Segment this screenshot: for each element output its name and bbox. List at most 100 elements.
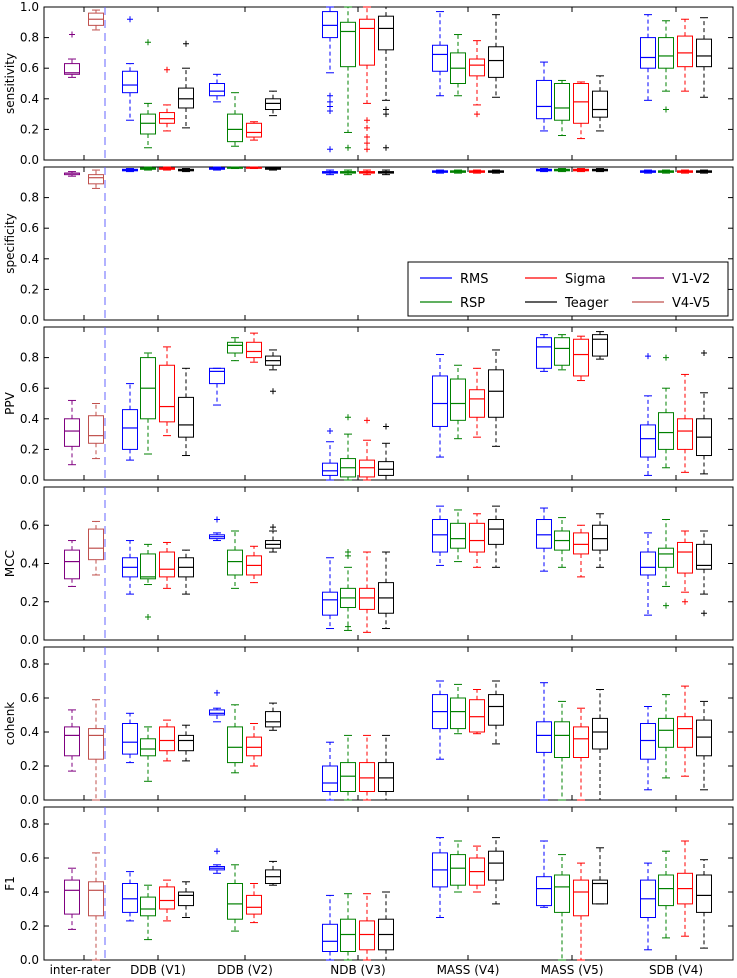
x-tick-label: inter-rater [50,963,111,977]
y-tick-label: 0.6 [20,851,39,865]
box-rsp-ndb-v3- [340,169,356,176]
box-iqr [159,551,175,578]
y-tick-label: 0.8 [20,817,39,831]
box-sigma-mass-v4- [469,40,485,118]
box-teager-ndb-v3- [378,423,394,481]
box-iqr [640,551,656,576]
box-teager-ndb-v3- [378,891,394,961]
y-tick-label: 0.0 [20,633,39,647]
box-rms-ndb-v3- [322,894,338,961]
box-rms-ndb-v3- [322,741,338,801]
box-teager-mass-v4- [488,169,504,174]
box-iqr [140,738,156,757]
box-rms-mass-v5- [536,334,552,372]
box-iqr [246,341,262,359]
box-iqr [573,532,589,555]
box-sigma-ddb-v1- [159,879,175,922]
box-iqr [265,98,281,111]
box-iqr [227,549,243,576]
box-rsp-mass-v5- [554,700,570,801]
panel-frame [43,646,734,801]
box-sigma-mass-v4- [469,689,485,735]
outlier-marker [701,610,707,617]
panel-frame [43,166,734,321]
box-sigma-ddb-v2- [246,332,262,363]
box-rms-mass-v5- [536,168,552,173]
y-tick-label: 0.2 [20,595,39,609]
box-iqr [322,765,338,792]
box-iqr [488,694,504,726]
box-rsp-mass-v5- [554,79,570,137]
box-rsp-sdb-v4- [658,850,674,939]
outlier-marker [364,140,370,147]
box-sigma-mass-v4- [469,367,485,438]
box-sigma-ndb-v3- [359,551,375,633]
box-rms-ddb-v1- [122,168,138,173]
box-sigma-ndb-v3- [359,734,375,801]
box-iqr [696,874,712,913]
box-rsp-mass-v4- [450,509,466,563]
box-rsp-mass-v5- [554,517,570,568]
box-rsp-ndb-v3- [340,734,356,801]
y-tick-label: 1.0 [20,0,39,14]
box-iqr [658,547,674,568]
box-rsp-ddb-v1- [140,726,156,782]
y-tick-label: 0.4 [20,725,39,739]
outlier-marker [127,16,133,23]
x-tick-label: DDB (V1) [130,963,186,977]
box-iqr [696,543,712,570]
outlier-marker [270,524,276,531]
box-iqr [159,112,175,124]
box-iqr [246,736,262,757]
box-sigma-ddb-v2- [246,166,262,170]
box-v4-v5-inter-rater [88,9,104,31]
box-rsp-mass-v4- [450,683,466,735]
outlier-marker [345,552,351,559]
box-sigma-sdb-v4- [677,530,693,605]
box-rms-sdb-v4- [640,706,656,791]
box-iqr [469,58,485,77]
outlier-marker [214,848,220,855]
outlier-marker [364,146,370,153]
box-iqr [122,723,138,755]
box-sigma-ddb-v2- [246,723,262,767]
box-rms-mass-v5- [536,507,552,572]
box-iqr [359,18,375,66]
box-iqr [246,894,262,915]
outlier-marker [345,144,351,151]
box-iqr [246,122,262,138]
panel-frame [43,326,734,481]
outlier-marker [327,146,333,153]
outlier-marker [345,623,351,630]
legend-label: Sigma [565,272,606,287]
box-rms-ddb-v2- [209,367,225,406]
x-axis: inter-rater DDB (V1) DDB (V2) NDB (V3) MASS … [50,963,703,977]
y-tick-label: 0.4 [20,557,39,571]
box-sigma-sdb-v4- [677,840,693,937]
y-axis-label: specificity [3,213,17,273]
box-sigma-ndb-v3- [359,6,375,153]
box-teager-mass-v4- [488,349,504,447]
y-tick-label: 0.0 [20,953,39,967]
box-teager-ddb-v2- [265,702,281,731]
box-rms-ndb-v3- [322,428,338,481]
y-tick-label: 0.8 [20,191,39,205]
box-v1-v2-inter-rater [64,171,80,177]
box-sigma-ddb-v1- [159,66,175,132]
y-tick-label: 0.6 [20,61,39,75]
box-teager-ddb-v2- [265,349,281,395]
box-sigma-sdb-v4- [677,685,693,777]
box-rms-mass-v4- [432,354,448,458]
legend-label: Teager [564,296,609,311]
panel-cohenk: 0.0 0.2 0.4 0.6 0.8 cohenk [3,646,734,807]
box-iqr [536,79,552,120]
box-iqr [658,37,674,69]
box-teager-sdb-v4- [696,350,712,475]
box-rms-mass-v4- [432,169,448,174]
box-iqr [677,35,693,68]
box-iqr [322,591,338,616]
outlier-marker [383,423,389,430]
box-sigma-sdb-v4- [677,373,693,473]
box-iqr [359,459,375,478]
